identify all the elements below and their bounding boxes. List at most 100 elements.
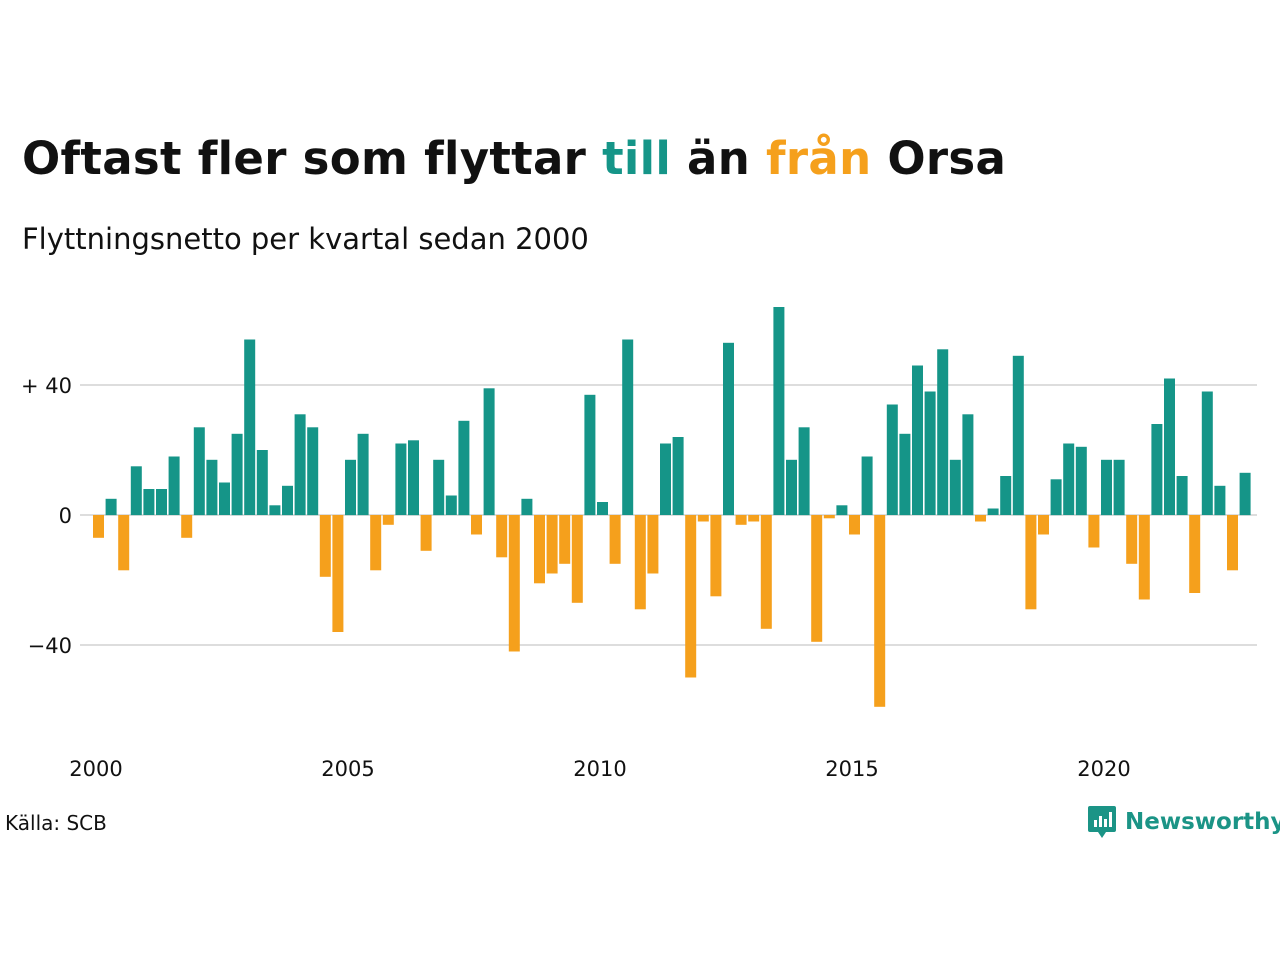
bar (408, 440, 419, 516)
y-tick-label: 0 (59, 504, 72, 528)
bar (496, 515, 508, 558)
y-tick-label: + 40 (21, 374, 72, 398)
bar (93, 515, 104, 538)
bar (811, 515, 823, 642)
bar (1038, 515, 1049, 535)
bar (181, 515, 193, 538)
bar (1101, 459, 1112, 516)
bar (244, 339, 256, 515)
bar (219, 482, 230, 515)
bar (105, 498, 117, 516)
bar (609, 515, 621, 564)
bar-chart: + 40 0 −40 2000 2005 2010 2015 2020 (21, 307, 1257, 781)
bar (1025, 515, 1037, 610)
chart-title: Oftast fler som flyttar till än från Ors… (22, 132, 1006, 185)
bar (1239, 472, 1251, 516)
bar (710, 515, 722, 597)
bar (1164, 378, 1175, 515)
bar (357, 433, 369, 516)
bars (93, 307, 1251, 707)
bar (798, 427, 810, 516)
bar (899, 433, 911, 516)
x-tick-label: 2000 (69, 757, 122, 781)
bar (571, 515, 583, 603)
bar (1201, 391, 1213, 515)
bar (735, 515, 747, 525)
bar (559, 515, 571, 564)
bar (1126, 515, 1138, 564)
bar (1214, 485, 1226, 516)
source-note: Källa: SCB (5, 811, 107, 835)
bar (748, 515, 760, 522)
bar (849, 515, 860, 535)
bar (471, 515, 482, 535)
bar (622, 339, 634, 515)
bar (395, 443, 407, 515)
bar (672, 437, 684, 515)
bar (420, 515, 432, 551)
brand-name: Newsworthy (1125, 809, 1280, 835)
bar (1075, 446, 1087, 516)
bar (1151, 424, 1163, 515)
bar (723, 342, 734, 516)
bar (521, 498, 533, 516)
bar (1012, 355, 1024, 516)
brand-logo[interactable]: Newsworthy (1087, 804, 1280, 840)
bar (307, 427, 319, 516)
title-part-3: Orsa (871, 132, 1007, 185)
axis-labels: + 40 0 −40 2000 2005 2010 2015 2020 (21, 374, 1131, 781)
bar (597, 502, 608, 515)
newsworthy-logo-icon (1088, 806, 1116, 838)
bar (937, 349, 949, 516)
bar (231, 433, 243, 516)
bar (282, 485, 293, 516)
bar (1138, 515, 1150, 600)
bar (370, 515, 382, 571)
bar (319, 515, 331, 577)
bar (647, 515, 659, 574)
bar (294, 414, 306, 516)
bar (1000, 476, 1012, 515)
chart-subtitle: Flyttningsnetto per kvartal sedan 2000 (22, 222, 589, 256)
bar (508, 515, 520, 652)
bar (445, 495, 457, 515)
bar (949, 459, 961, 516)
bar (206, 459, 218, 516)
bar (143, 489, 155, 515)
bar (886, 404, 898, 515)
bar (458, 420, 470, 516)
bar (874, 515, 886, 707)
title-part-2: än (671, 132, 767, 185)
bar (760, 515, 772, 629)
bar (975, 515, 986, 522)
bar (962, 414, 974, 516)
bar (546, 515, 558, 574)
bar (118, 515, 130, 571)
bar (483, 388, 495, 516)
title-part-1: Oftast fler som flyttar (22, 132, 603, 185)
bar (773, 307, 785, 515)
bar (433, 459, 445, 516)
bar (1113, 459, 1125, 516)
bar (193, 427, 205, 516)
bar (1063, 443, 1075, 515)
bar (912, 365, 923, 515)
bar (823, 515, 835, 519)
bar (1176, 476, 1188, 515)
bar (685, 515, 697, 678)
title-highlight-till: till (602, 132, 672, 185)
bar (634, 515, 646, 610)
bar (836, 505, 848, 516)
x-tick-label: 2015 (825, 757, 878, 781)
bar (269, 505, 281, 516)
bar (660, 443, 671, 515)
bar (534, 515, 545, 584)
bar (584, 394, 596, 516)
bar (1189, 515, 1201, 593)
bar (256, 450, 268, 515)
x-tick-label: 2010 (573, 757, 626, 781)
bar (1227, 515, 1238, 571)
bar (924, 391, 936, 515)
bar (1088, 515, 1100, 548)
bar (786, 459, 797, 516)
